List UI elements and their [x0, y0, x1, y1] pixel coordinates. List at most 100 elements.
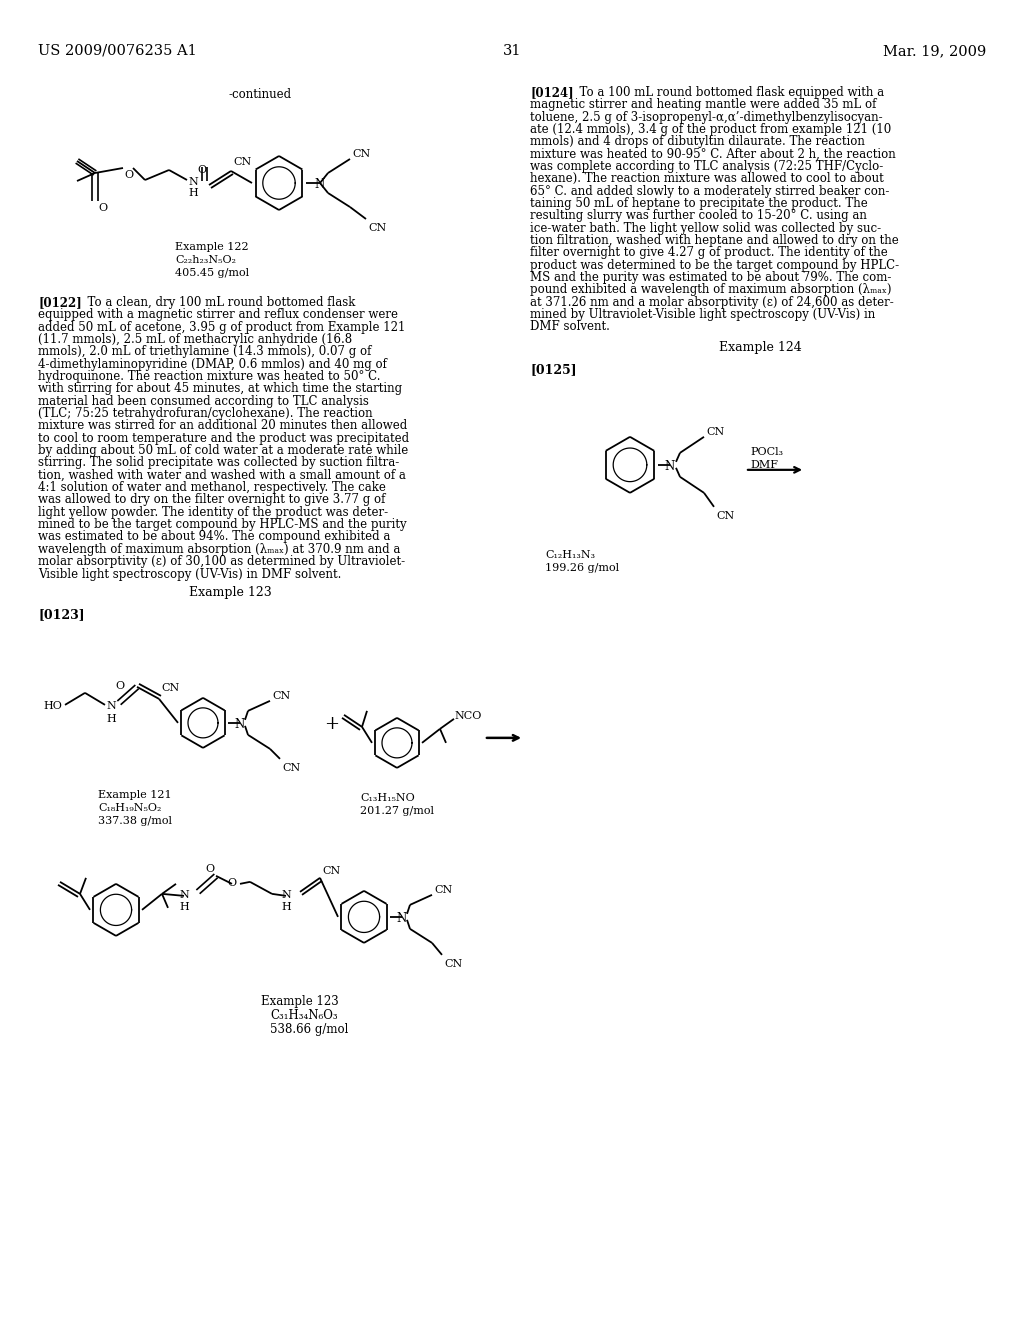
- Text: -continued: -continued: [228, 88, 292, 102]
- Text: [0125]: [0125]: [530, 363, 577, 376]
- Text: MS and the purity was estimated to be about 79%. The com-: MS and the purity was estimated to be ab…: [530, 271, 891, 284]
- Text: to cool to room temperature and the product was precipitated: to cool to room temperature and the prod…: [38, 432, 410, 445]
- Text: magnetic stirrer and heating mantle were added 35 mL of: magnetic stirrer and heating mantle were…: [530, 99, 877, 111]
- Text: N: N: [665, 459, 675, 473]
- Text: US 2009/0076235 A1: US 2009/0076235 A1: [38, 44, 197, 58]
- Text: toluene, 2.5 g of 3-isopropenyl-α,α’-dimethylbenzylisocyan-: toluene, 2.5 g of 3-isopropenyl-α,α’-dim…: [530, 111, 883, 124]
- Text: 201.27 g/mol: 201.27 g/mol: [360, 807, 434, 816]
- Text: N: N: [188, 177, 198, 187]
- Text: added 50 mL of acetone, 3.95 g of product from Example 121: added 50 mL of acetone, 3.95 g of produc…: [38, 321, 406, 334]
- Text: O: O: [124, 170, 133, 180]
- Text: DMF solvent.: DMF solvent.: [530, 321, 610, 334]
- Text: Example 122: Example 122: [175, 242, 249, 252]
- Text: Example 123: Example 123: [261, 995, 339, 1008]
- Text: Example 121: Example 121: [98, 789, 172, 800]
- Text: C₁₃H₁₅NO: C₁₃H₁₅NO: [360, 793, 415, 803]
- Text: was complete according to TLC analysis (72:25 THF/Cyclo-: was complete according to TLC analysis (…: [530, 160, 884, 173]
- Text: O: O: [197, 165, 206, 176]
- Text: 337.38 g/mol: 337.38 g/mol: [98, 816, 172, 826]
- Text: HO: HO: [43, 701, 61, 711]
- Text: N: N: [397, 912, 408, 925]
- Text: hexane). The reaction mixture was allowed to cool to about: hexane). The reaction mixture was allowe…: [530, 173, 884, 185]
- Text: mmols) and 4 drops of dibutyltin dilaurate. The reaction: mmols) and 4 drops of dibutyltin dilaura…: [530, 136, 865, 148]
- Text: O: O: [227, 878, 237, 888]
- Text: tion filtration, washed with heptane and allowed to dry on the: tion filtration, washed with heptane and…: [530, 234, 899, 247]
- Text: filter overnight to give 4.27 g of product. The identity of the: filter overnight to give 4.27 g of produ…: [530, 247, 888, 260]
- Text: 538.66 g/mol: 538.66 g/mol: [270, 1023, 348, 1036]
- Text: pound exhibited a wavelength of maximum absorption (λₘₐₓ): pound exhibited a wavelength of maximum …: [530, 284, 892, 297]
- Text: 4:1 solution of water and methanol, respectively. The cake: 4:1 solution of water and methanol, resp…: [38, 480, 386, 494]
- Text: POCl₃: POCl₃: [750, 447, 783, 457]
- Text: CN: CN: [706, 426, 724, 437]
- Text: mined to be the target compound by HPLC-MS and the purity: mined to be the target compound by HPLC-…: [38, 519, 407, 531]
- Text: [0124]: [0124]: [530, 86, 573, 99]
- Text: N: N: [314, 178, 326, 191]
- Text: tion, washed with water and washed with a small amount of a: tion, washed with water and washed with …: [38, 469, 406, 482]
- Text: O: O: [206, 863, 215, 874]
- Text: N: N: [179, 890, 188, 900]
- Text: taining 50 mL of heptane to precipitate the product. The: taining 50 mL of heptane to precipitate …: [530, 197, 867, 210]
- Text: ate (12.4 mmols), 3.4 g of the product from example 121 (10: ate (12.4 mmols), 3.4 g of the product f…: [530, 123, 891, 136]
- Text: CN: CN: [322, 866, 340, 876]
- Text: 405.45 g/mol: 405.45 g/mol: [175, 268, 249, 279]
- Text: H: H: [106, 714, 116, 723]
- Text: C₁₈H₁₉N₅O₂: C₁₈H₁₉N₅O₂: [98, 803, 162, 813]
- Text: was estimated to be about 94%. The compound exhibited a: was estimated to be about 94%. The compo…: [38, 531, 390, 544]
- Text: resulting slurry was further cooled to 15-20° C. using an: resulting slurry was further cooled to 1…: [530, 210, 867, 223]
- Text: H: H: [188, 187, 198, 198]
- Text: [0122]: [0122]: [38, 296, 82, 309]
- Text: light yellow powder. The identity of the product was deter-: light yellow powder. The identity of the…: [38, 506, 388, 519]
- Text: 4-dimethylaminopyridine (DMAP, 0.6 mmlos) and 40 mg of: 4-dimethylaminopyridine (DMAP, 0.6 mmlos…: [38, 358, 387, 371]
- Text: by adding about 50 mL of cold water at a moderate rate while: by adding about 50 mL of cold water at a…: [38, 444, 409, 457]
- Text: To a clean, dry 100 mL round bottomed flask: To a clean, dry 100 mL round bottomed fl…: [80, 296, 355, 309]
- Text: N: N: [282, 890, 291, 900]
- Text: H: H: [179, 902, 188, 912]
- Text: hydroquinone. The reaction mixture was heated to 50° C.: hydroquinone. The reaction mixture was h…: [38, 370, 381, 383]
- Text: O: O: [98, 203, 108, 213]
- Text: mmols), 2.0 mL of triethylamine (14.3 mmols), 0.07 g of: mmols), 2.0 mL of triethylamine (14.3 mm…: [38, 346, 372, 358]
- Text: C₁₂H₁₃N₃: C₁₂H₁₃N₃: [545, 550, 595, 560]
- Text: CN: CN: [272, 690, 290, 701]
- Text: ice-water bath. The light yellow solid was collected by suc-: ice-water bath. The light yellow solid w…: [530, 222, 881, 235]
- Text: material had been consumed according to TLC analysis: material had been consumed according to …: [38, 395, 369, 408]
- Text: 31: 31: [503, 44, 521, 58]
- Text: O: O: [115, 681, 124, 690]
- Text: DMF: DMF: [750, 459, 778, 470]
- Text: Example 124: Example 124: [719, 341, 802, 354]
- Text: CN: CN: [716, 511, 734, 521]
- Text: To a 100 mL round bottomed flask equipped with a: To a 100 mL round bottomed flask equippe…: [572, 86, 884, 99]
- Text: CN: CN: [233, 157, 251, 168]
- Text: was allowed to dry on the filter overnight to give 3.77 g of: was allowed to dry on the filter overnig…: [38, 494, 385, 507]
- Text: CN: CN: [161, 682, 179, 693]
- Text: Example 123: Example 123: [188, 586, 271, 599]
- Text: with stirring for about 45 minutes, at which time the starting: with stirring for about 45 minutes, at w…: [38, 383, 402, 396]
- Text: Mar. 19, 2009: Mar. 19, 2009: [883, 44, 986, 58]
- Text: at 371.26 nm and a molar absorptivity (ε) of 24,600 as deter-: at 371.26 nm and a molar absorptivity (ε…: [530, 296, 894, 309]
- Text: C₂₂h₂₃N₅O₂: C₂₂h₂₃N₅O₂: [175, 255, 236, 265]
- Text: CN: CN: [352, 149, 371, 158]
- Text: 199.26 g/mol: 199.26 g/mol: [545, 562, 620, 573]
- Text: CN: CN: [368, 223, 386, 234]
- Text: (11.7 mmols), 2.5 mL of methacrylic anhydride (16.8: (11.7 mmols), 2.5 mL of methacrylic anhy…: [38, 333, 352, 346]
- Text: NCO: NCO: [454, 711, 481, 721]
- Text: C₃₁H₃₄N₆O₃: C₃₁H₃₄N₆O₃: [270, 1008, 338, 1022]
- Text: (TLC; 75:25 tetrahydrofuran/cyclohexane). The reaction: (TLC; 75:25 tetrahydrofuran/cyclohexane)…: [38, 407, 373, 420]
- Text: N: N: [106, 701, 116, 711]
- Text: stirring. The solid precipitate was collected by suction filtra-: stirring. The solid precipitate was coll…: [38, 457, 399, 470]
- Text: mixture was heated to 90-95° C. After about 2 h, the reaction: mixture was heated to 90-95° C. After ab…: [530, 148, 896, 161]
- Text: equipped with a magnetic stirrer and reflux condenser were: equipped with a magnetic stirrer and ref…: [38, 309, 398, 321]
- Text: Visible light spectroscopy (UV-Vis) in DMF solvent.: Visible light spectroscopy (UV-Vis) in D…: [38, 568, 341, 581]
- Text: mixture was stirred for an additional 20 minutes then allowed: mixture was stirred for an additional 20…: [38, 420, 408, 433]
- Text: 65° C. and added slowly to a moderately stirred beaker con-: 65° C. and added slowly to a moderately …: [530, 185, 890, 198]
- Text: N: N: [234, 718, 245, 731]
- Text: product was determined to be the target compound by HPLC-: product was determined to be the target …: [530, 259, 899, 272]
- Text: [0123]: [0123]: [38, 609, 85, 620]
- Text: wavelength of maximum absorption (λₘₐₓ) at 370.9 nm and a: wavelength of maximum absorption (λₘₐₓ) …: [38, 543, 400, 556]
- Text: +: +: [325, 715, 340, 733]
- Text: H: H: [282, 902, 291, 912]
- Text: molar absorptivity (ε) of 30,100 as determined by Ultraviolet-: molar absorptivity (ε) of 30,100 as dete…: [38, 556, 406, 568]
- Text: CN: CN: [434, 884, 453, 895]
- Text: CN: CN: [282, 763, 300, 774]
- Text: mined by Ultraviolet-Visible light spectroscopy (UV-Vis) in: mined by Ultraviolet-Visible light spect…: [530, 308, 876, 321]
- Text: CN: CN: [444, 958, 462, 969]
